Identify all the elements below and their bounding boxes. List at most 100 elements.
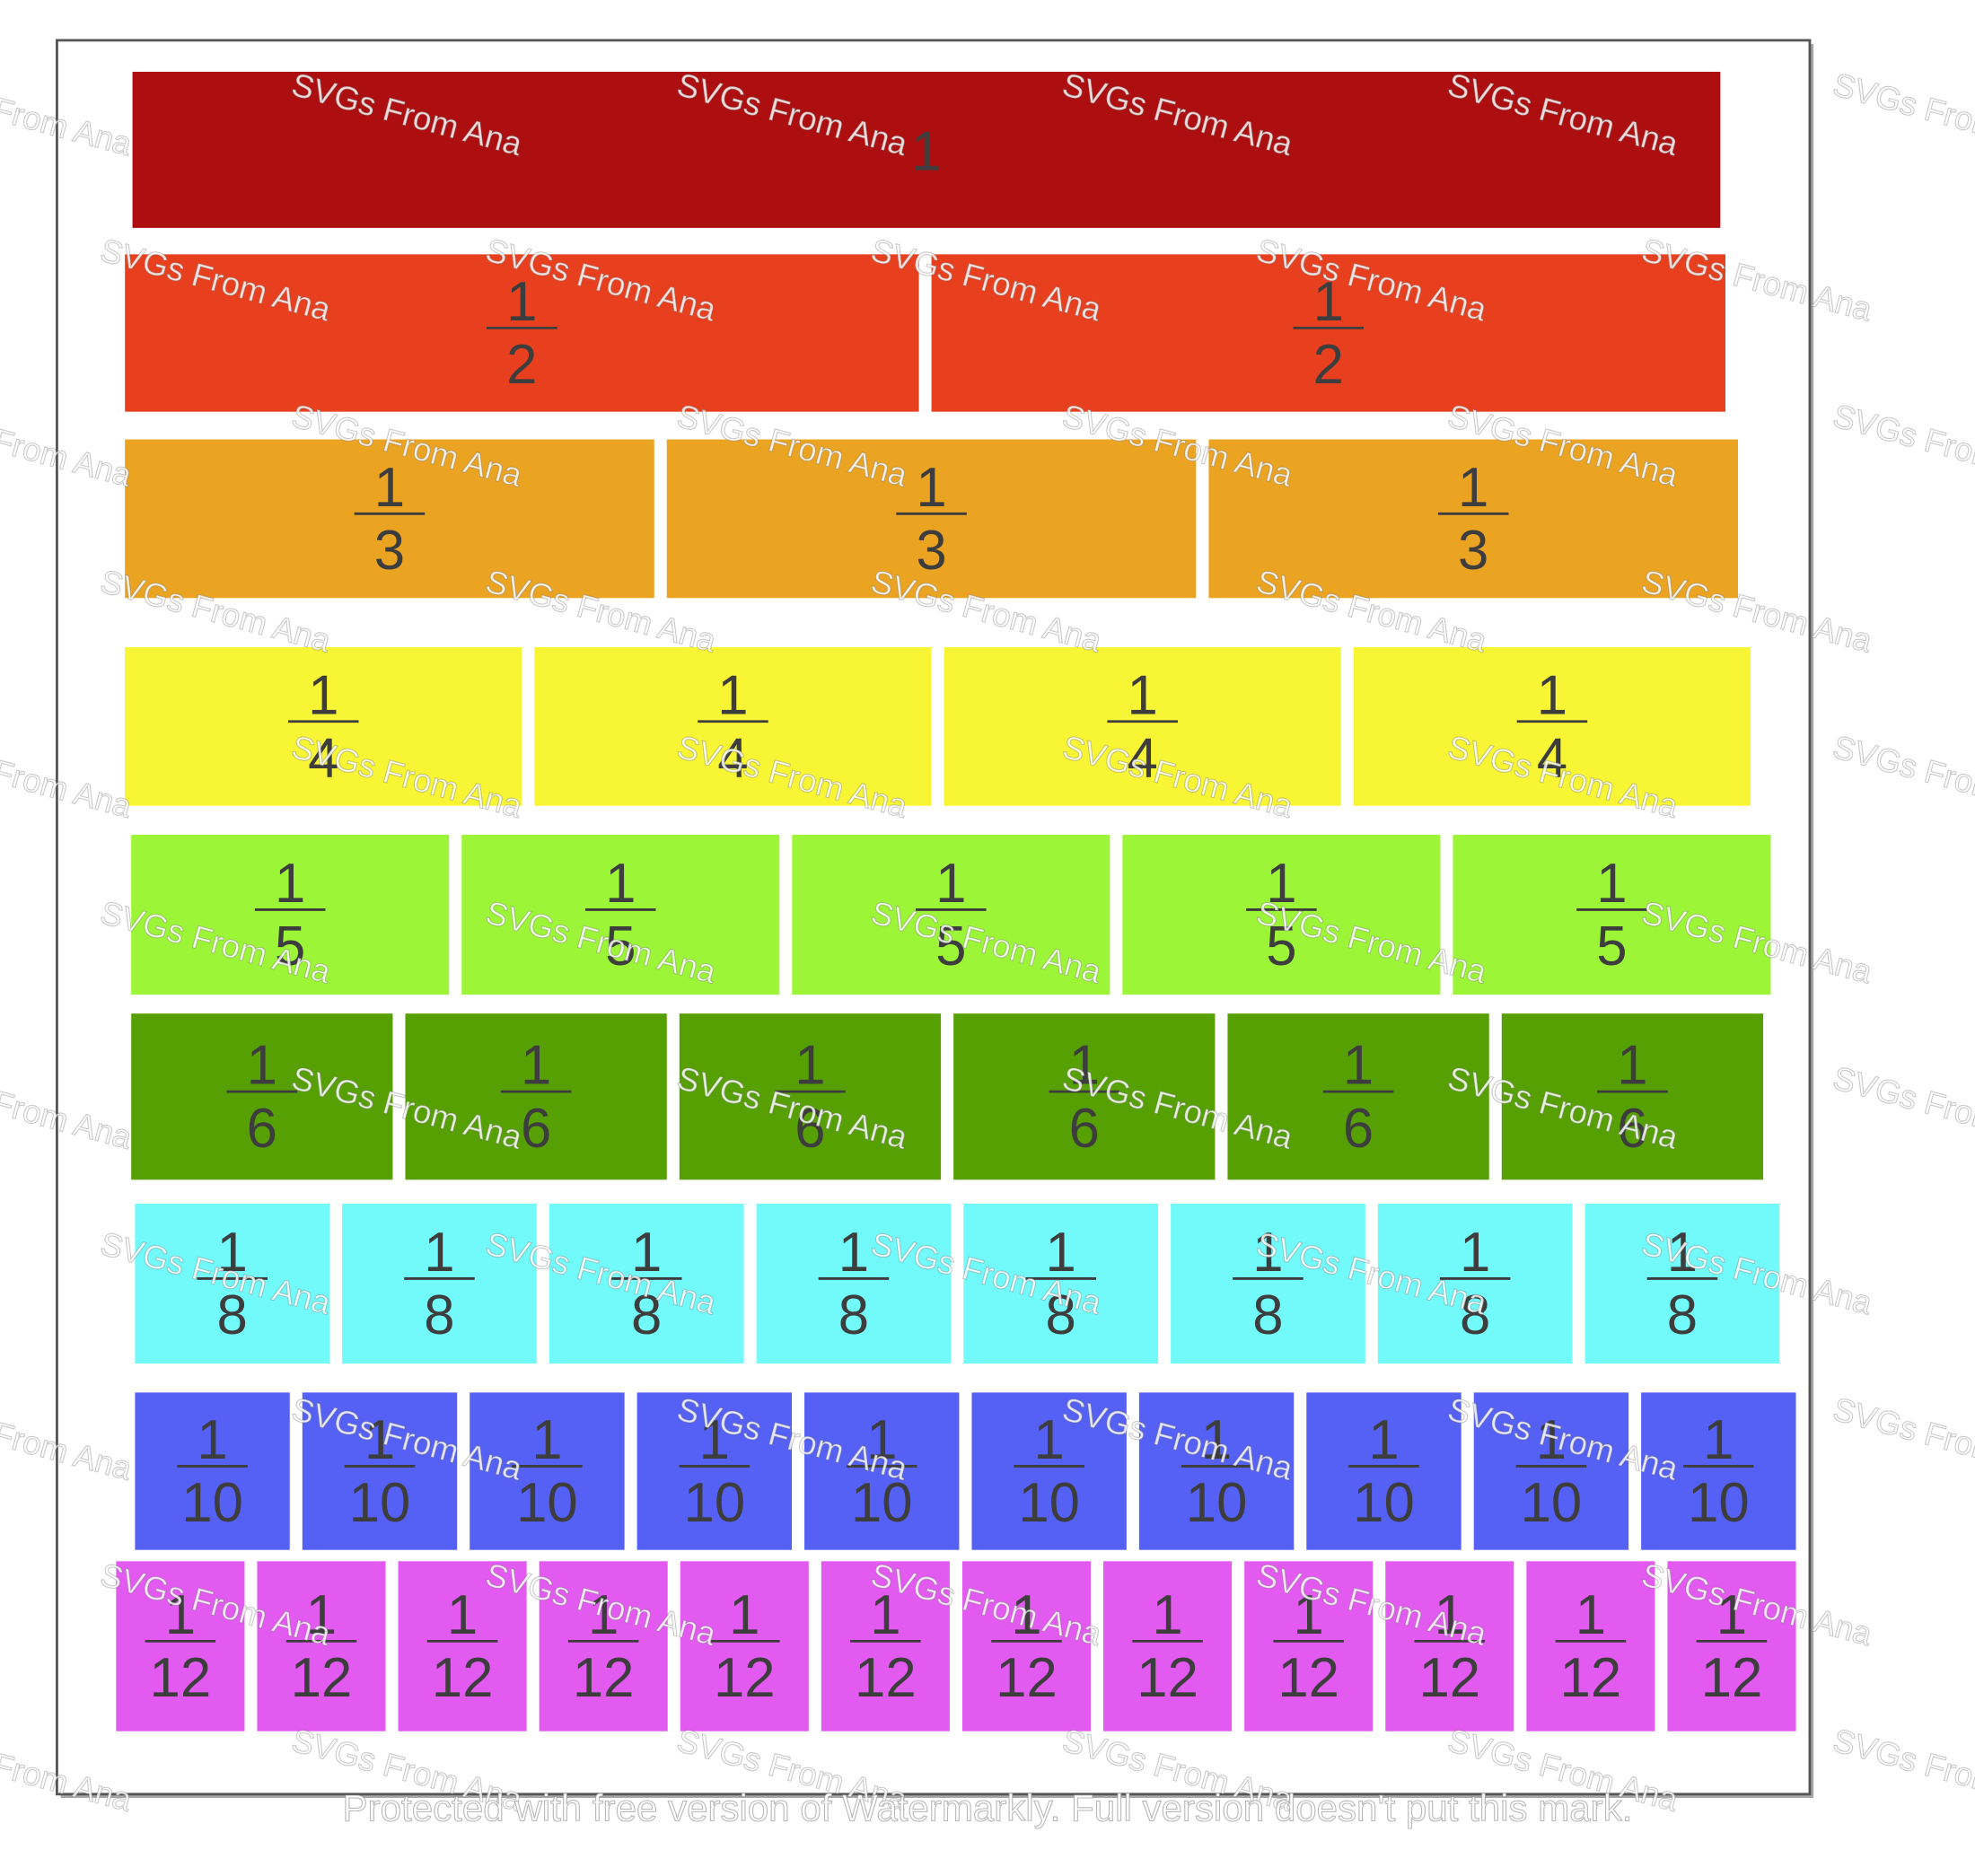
numerator: 1 (1460, 1222, 1490, 1284)
tile (963, 1203, 1159, 1364)
numerator: 1 (1458, 457, 1488, 519)
tile (931, 254, 1725, 412)
denominator: 6 (794, 1098, 825, 1160)
tile (461, 834, 780, 995)
denominator: 8 (631, 1284, 662, 1346)
numerator: 1 (447, 1584, 478, 1646)
numerator: 1 (217, 1222, 248, 1284)
denominator: 2 (506, 334, 537, 396)
numerator: 1 (605, 853, 636, 915)
tile (1208, 439, 1738, 599)
denominator: 8 (1046, 1284, 1076, 1346)
denominator: 10 (516, 1472, 578, 1534)
numerator: 1 (1128, 664, 1158, 726)
tile (1667, 1561, 1796, 1731)
denominator: 4 (717, 727, 748, 789)
tile (135, 1392, 290, 1550)
numerator: 1 (165, 1584, 196, 1646)
denominator: 12 (855, 1647, 917, 1709)
footer: Protected with free version of Watermark… (343, 1786, 1633, 1828)
tile (1473, 1392, 1629, 1550)
numerator: 1 (506, 271, 537, 333)
denominator: 5 (1266, 916, 1296, 977)
tile (636, 1392, 793, 1550)
numerator: 1 (308, 664, 338, 726)
denominator: 6 (1617, 1098, 1647, 1160)
tile (405, 1013, 667, 1180)
numerator: 1 (1294, 1584, 1324, 1646)
numerator: 1 (1152, 1584, 1182, 1646)
numerator: 1 (306, 1584, 337, 1646)
numerator: 1 (1435, 1584, 1465, 1646)
watermark: SVGs From Ana (1830, 66, 1975, 162)
tile (1244, 1561, 1374, 1731)
numerator: 1 (866, 1409, 897, 1471)
tile (971, 1392, 1127, 1550)
watermark: SVGs From Ana (1830, 397, 1975, 494)
tile (125, 439, 654, 599)
tile (1171, 1203, 1365, 1364)
denominator: 4 (308, 727, 338, 789)
denominator: 10 (684, 1472, 746, 1534)
numerator: 1 (1617, 1035, 1647, 1097)
numerator: 1 (1537, 664, 1567, 726)
numerator: 1 (588, 1584, 619, 1646)
tile (132, 71, 1721, 228)
denominator: 10 (851, 1472, 913, 1534)
tile (666, 439, 1197, 599)
denominator: 12 (432, 1647, 494, 1709)
numerator: 1 (374, 457, 405, 519)
tile (398, 1561, 527, 1731)
tile (1501, 1013, 1764, 1180)
tile (953, 1013, 1216, 1180)
denominator: 10 (1688, 1472, 1750, 1534)
denominator: 3 (916, 520, 946, 582)
tile (125, 254, 919, 412)
numerator: 1 (1716, 1584, 1747, 1646)
tile (125, 646, 522, 806)
denominator: 12 (573, 1647, 635, 1709)
tile (1353, 646, 1751, 806)
tile (1306, 1392, 1462, 1550)
numerator: 1 (197, 1409, 227, 1471)
tile (1453, 834, 1771, 995)
numerator: 1 (699, 1409, 730, 1471)
numerator: 1 (1252, 1222, 1283, 1284)
tile (131, 834, 450, 995)
tile (131, 1013, 393, 1180)
tile (342, 1203, 537, 1364)
denominator: 6 (247, 1098, 277, 1160)
numerator: 1 (870, 1584, 900, 1646)
numerator: 1 (911, 120, 942, 182)
denominator: 3 (374, 520, 405, 582)
tile (302, 1392, 458, 1550)
denominator: 4 (1128, 727, 1158, 789)
tile (804, 1392, 960, 1550)
watermark: SVGs From Ana (1830, 1390, 1975, 1487)
numerator: 1 (1536, 1409, 1567, 1471)
denominator: 8 (838, 1284, 869, 1346)
tile (756, 1203, 952, 1364)
denominator: 8 (1252, 1284, 1283, 1346)
numerator: 1 (1703, 1409, 1734, 1471)
watermark: SVGs From Ana (1830, 1722, 1975, 1819)
tiles: 1121213131314141414151515151516161616161… (116, 71, 1796, 1731)
numerator: 1 (935, 853, 966, 915)
numerator: 1 (916, 457, 946, 519)
tile (549, 1203, 744, 1364)
numerator: 1 (521, 1035, 551, 1097)
numerator: 1 (794, 1035, 825, 1097)
numerator: 1 (1033, 1409, 1064, 1471)
numerator: 1 (1576, 1584, 1606, 1646)
denominator: 5 (1596, 916, 1627, 977)
denominator: 12 (1560, 1647, 1622, 1709)
denominator: 6 (521, 1098, 551, 1160)
numerator: 1 (729, 1584, 759, 1646)
numerator: 1 (1343, 1035, 1374, 1097)
denominator: 10 (1018, 1472, 1080, 1534)
tile (1385, 1561, 1514, 1731)
denominator: 6 (1069, 1098, 1100, 1160)
tile (1641, 1392, 1796, 1550)
numerator: 1 (1667, 1222, 1698, 1284)
